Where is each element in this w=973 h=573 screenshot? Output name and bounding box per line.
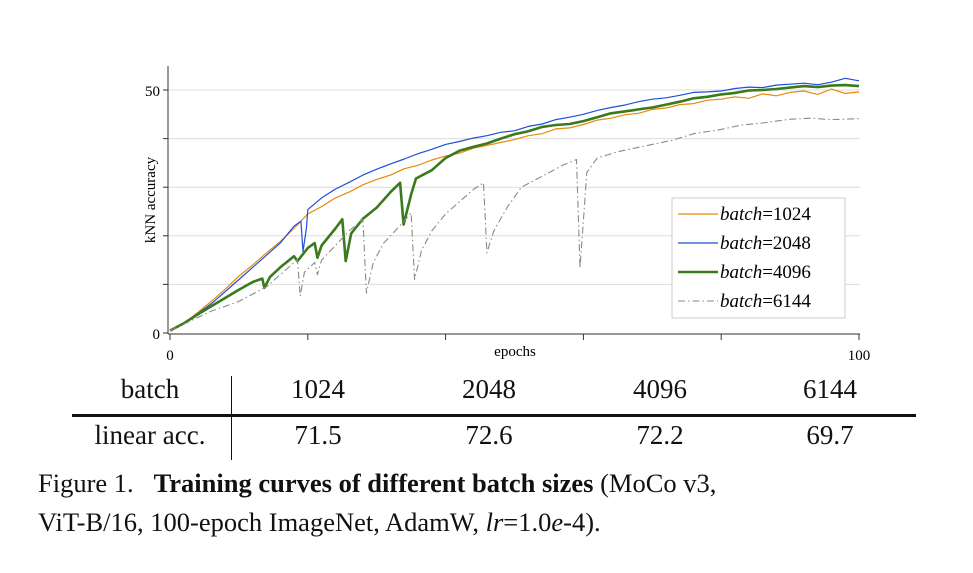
linear-acc-cell: 71.5 — [294, 420, 342, 450]
figure-label: Figure 1. — [38, 468, 134, 498]
batch-cell: 4096 — [633, 374, 687, 404]
caption-text: ViT-B/16, 100-epoch ImageNet, AdamW, — [38, 507, 486, 537]
linear-acc-cell: 72.2 — [636, 420, 684, 450]
legend-box — [671, 197, 846, 319]
x-tick-label-0: 0 — [166, 348, 174, 364]
linear-acc-cell: 72.6 — [465, 420, 513, 450]
legend: batch=1024 batch=2048 batch=4096 batch=6144 — [671, 197, 846, 319]
caption-text: (MoCo v3, — [593, 468, 717, 498]
legend-label: batch=1024 — [720, 204, 811, 225]
x-axis-label: epochs — [494, 344, 536, 360]
series-lines — [169, 77, 860, 332]
caption-math: =1.0 — [503, 507, 552, 537]
y-tick-label-0: 0 — [153, 327, 161, 343]
legend-label: batch=4096 — [720, 262, 811, 283]
batch-cell: 2048 — [462, 374, 516, 404]
legend-label: batch=6144 — [720, 291, 811, 312]
y-axis-label: kNN accuracy — [143, 156, 159, 243]
caption-math: e — [551, 507, 564, 537]
knn-accuracy-chart: 0 50 0 100 epochs kNN accuracy batch=102… — [143, 66, 871, 364]
linear-acc-cell: 69.7 — [806, 420, 854, 450]
caption-math: lr — [485, 507, 504, 537]
y-tick-label-50: 50 — [145, 84, 160, 100]
series-line-batch-4096 — [169, 83, 860, 332]
batch-cell: 6144 — [803, 374, 857, 404]
table-divider — [231, 376, 232, 460]
batch-cell: 1024 — [291, 374, 345, 404]
row-header-batch: batch — [120, 374, 180, 404]
row-header-linear-acc: linear acc. — [94, 420, 206, 450]
ticks — [163, 89, 860, 340]
caption-title: Training curves of different batch sizes — [153, 468, 594, 498]
caption-line-1: Figure 1. Training curves of different b… — [38, 468, 716, 499]
x-tick-label-100: 100 — [848, 348, 871, 364]
legend-label: batch=2048 — [720, 233, 811, 254]
caption-text: -4). — [563, 507, 601, 537]
series-line-batch-6144 — [169, 117, 860, 332]
table-rule — [72, 414, 916, 417]
series-line-batch-2048 — [169, 77, 860, 332]
caption-line-2: ViT-B/16, 100-epoch ImageNet, AdamW, lr=… — [38, 507, 601, 538]
